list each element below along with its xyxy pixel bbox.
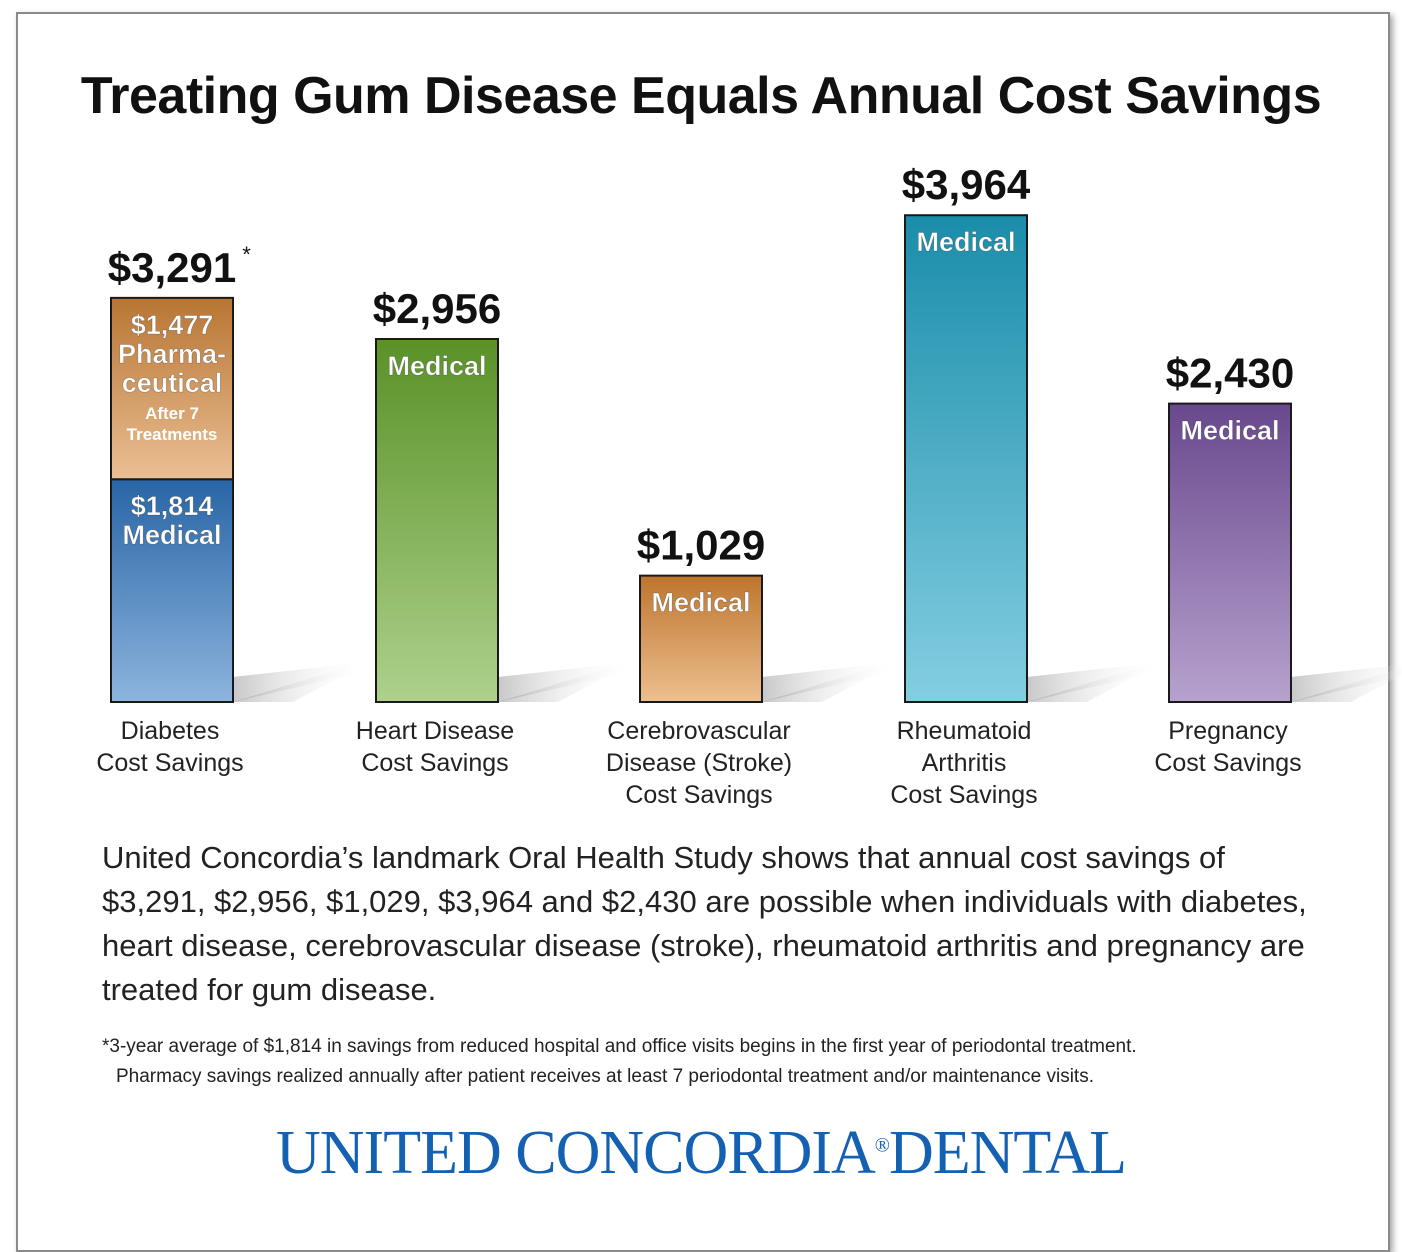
bar-shadow <box>498 662 633 702</box>
logo-text: UNITED CONCORDIA <box>276 1119 876 1187</box>
chart-title: Treating Gum Disease Equals Annual Cost … <box>80 67 1322 125</box>
category-label: Cost Savings <box>1154 749 1301 777</box>
bar-total-label: $2,956 <box>373 285 501 332</box>
category-label: Cerebrovascular <box>607 717 790 745</box>
bar-total-label: $2,430 <box>1166 350 1294 397</box>
bar-segment <box>904 214 1028 703</box>
category-label: Cost Savings <box>890 781 1037 809</box>
footnote: *3-year average of $1,814 in savings fro… <box>102 1032 1352 1092</box>
segment-label: Medical <box>916 227 1015 257</box>
bar-total-marker: * <box>242 242 251 267</box>
segment-label: Medical <box>1180 416 1279 446</box>
bar-segment <box>375 338 499 703</box>
category-label: Cost Savings <box>96 749 243 777</box>
category-label: Cost Savings <box>361 749 508 777</box>
category-label: Rheumatoid <box>897 717 1032 745</box>
segment-label: $1,814 <box>131 491 214 521</box>
category-label: Pregnancy <box>1168 717 1288 745</box>
bar-shadow <box>233 662 368 702</box>
description-text: United Concordia’s landmark Oral Health … <box>102 840 1307 1007</box>
segment-label: Medical <box>387 351 486 381</box>
segment-sublabel: Treatments <box>127 425 218 444</box>
bar-shadow <box>1027 662 1162 702</box>
bar-total-label: $1,029 <box>637 522 765 569</box>
bar-chart: $1,814Medical$1,477Pharma-ceuticalAfter … <box>96 161 1402 809</box>
segment-label: Medical <box>122 520 221 550</box>
bar-total-label: $3,964 <box>902 161 1031 208</box>
footnote-line-1: *3-year average of $1,814 in savings fro… <box>102 1036 1137 1057</box>
segment-label: Medical <box>651 588 750 618</box>
bar-segment <box>110 478 234 704</box>
segment-label: $1,477 <box>131 310 214 340</box>
logo-registered-mark: ® <box>874 1134 890 1157</box>
footnote-line-2: Pharmacy savings realized annually after… <box>116 1066 1094 1087</box>
segment-label: Pharma- <box>118 339 226 369</box>
bar-shadow <box>762 662 897 702</box>
category-label: Cost Savings <box>625 781 772 809</box>
category-label: Heart Disease <box>356 717 514 745</box>
segment-label: ceutical <box>122 368 223 398</box>
logo-text-2: DENTAL <box>889 1119 1127 1187</box>
bar-total-label: $3,291 <box>108 244 236 291</box>
category-label: Diabetes <box>121 717 220 745</box>
bar-segment <box>639 574 763 703</box>
bar-segment <box>110 296 234 481</box>
category-label: Arthritis <box>922 749 1007 777</box>
segment-sublabel: After 7 <box>145 404 199 423</box>
united-concordia-dental-logo: UNITED CONCORDIA®DENTAL <box>0 1118 1402 1189</box>
bar-segment <box>1168 402 1292 703</box>
bar-shadow <box>1291 664 1402 702</box>
category-label: Disease (Stroke) <box>606 749 792 777</box>
